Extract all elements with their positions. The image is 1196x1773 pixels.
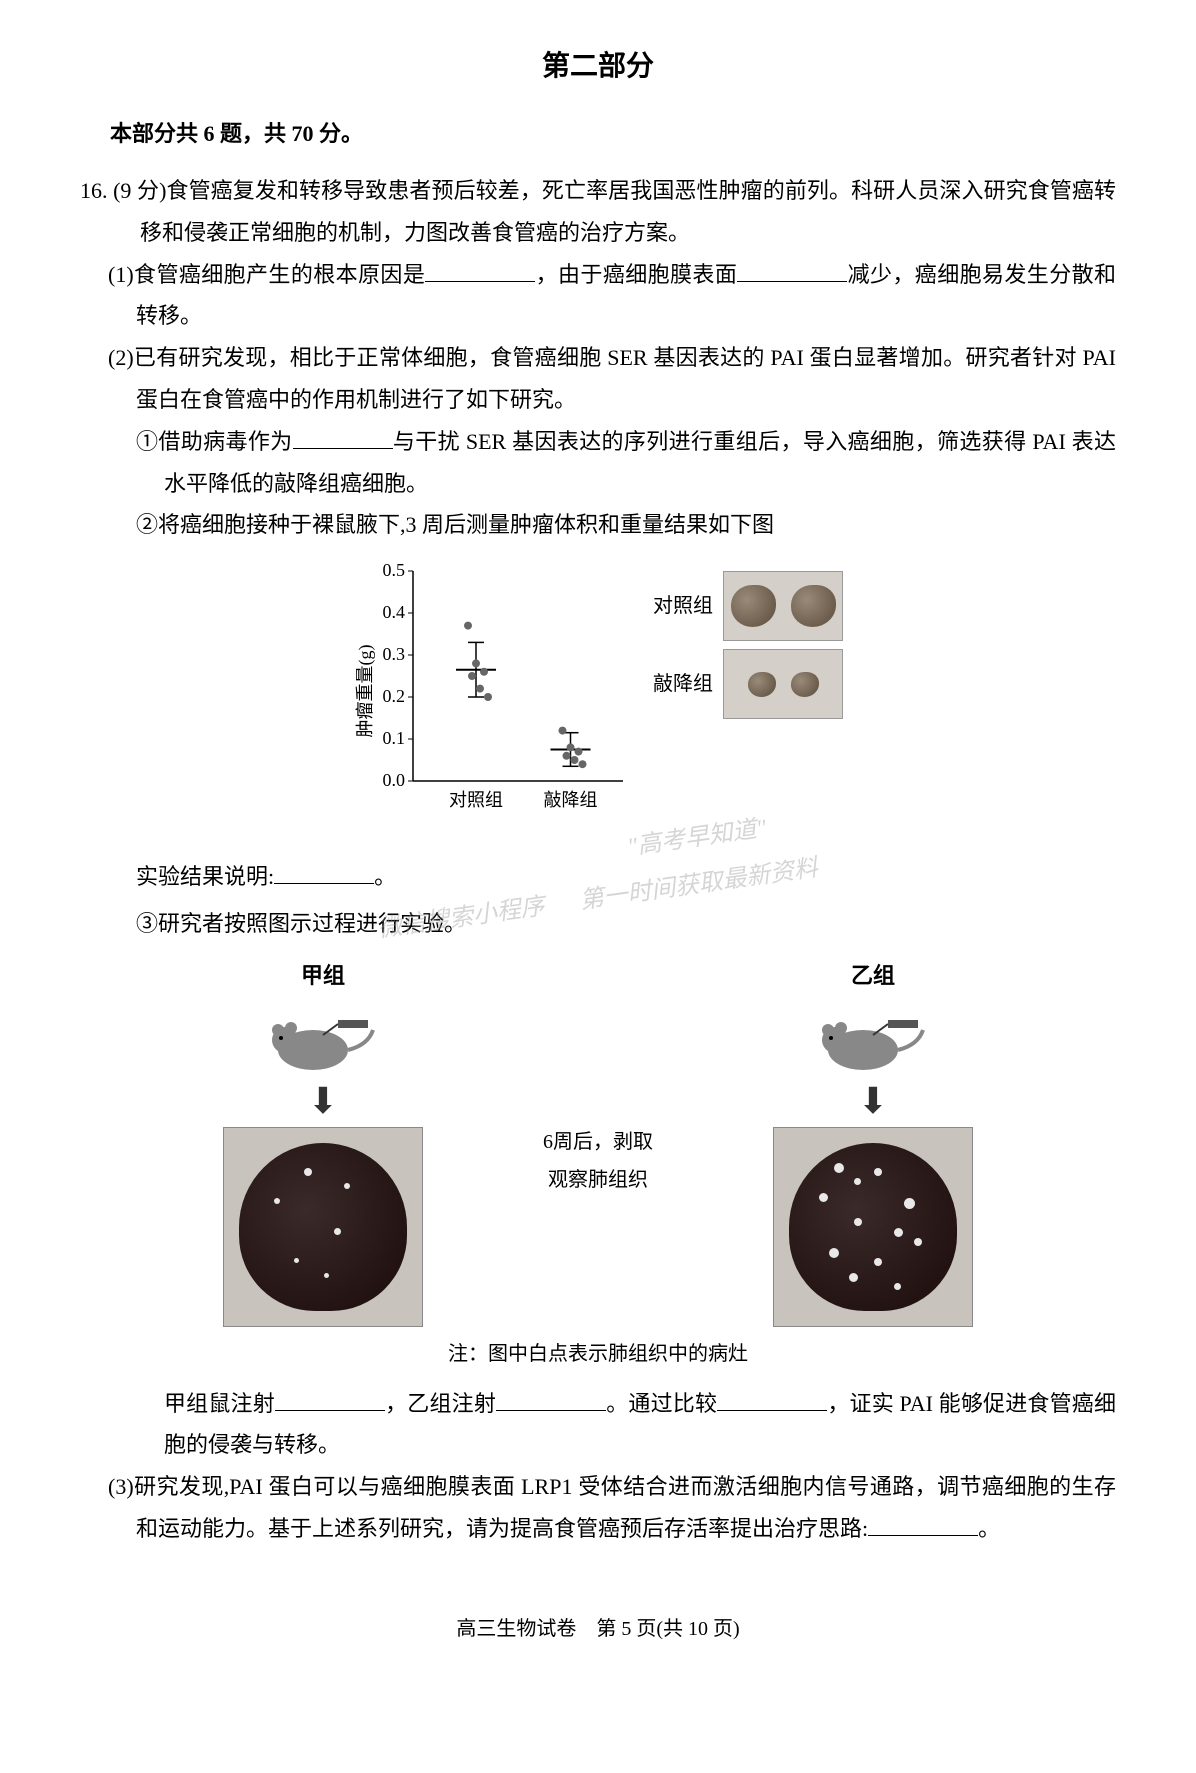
- lung-image-yi: [773, 1127, 973, 1327]
- blank: [717, 1384, 827, 1410]
- q16-header: 16. (9 分)食管癌复发和转移导致患者预后较差，死亡率居我国恶性肿瘤的前列。…: [80, 170, 1116, 254]
- fill-jia: 甲组鼠注射: [164, 1391, 275, 1416]
- group-jia: 甲组 ⬇: [223, 955, 423, 1327]
- group-yi: 乙组 ⬇: [773, 955, 973, 1327]
- arrow-icon: ⬇: [858, 1083, 888, 1119]
- fill-yi: ，乙组注射: [385, 1391, 496, 1416]
- svg-text:敲降组: 敲降组: [544, 790, 598, 810]
- svg-text:0.2: 0.2: [383, 686, 406, 706]
- middle-text: 6周后，剥取 观察肺组织: [543, 1123, 653, 1199]
- q16-p2-1a: ①借助病毒作为: [136, 429, 293, 454]
- svg-text:0.1: 0.1: [383, 728, 406, 748]
- mouse-icon-jia: [263, 1005, 383, 1075]
- fill-compare: 。通过比较: [606, 1391, 717, 1416]
- tumor-weight-chart: 0.0 0.1 0.2 0.3 0.4 0.5 肿瘤重量(g) 对照组 敲降组: [353, 561, 633, 835]
- q16-p3: (3)研究发现,PAI 蛋白可以与癌细胞膜表面 LRP1 受体结合进而激活细胞内…: [80, 1466, 1116, 1550]
- svg-text:0.3: 0.3: [383, 644, 406, 664]
- svg-text:0.4: 0.4: [383, 602, 406, 622]
- section-title: 第二部分: [80, 40, 1116, 93]
- fill-line: 甲组鼠注射，乙组注射。通过比较，证实 PAI 能够促进食管癌细胞的侵袭与转移。: [80, 1383, 1116, 1467]
- diagram-note: 注：图中白点表示肺组织中的病灶: [448, 1335, 748, 1373]
- diagram-container: 甲组 ⬇: [80, 955, 1116, 1373]
- control-tumor-image: [723, 571, 843, 641]
- q16-p2-1: ①借助病毒作为与干扰 SER 基因表达的序列进行重组后，导入癌细胞，筛选获得 P…: [80, 421, 1116, 505]
- section-info: 本部分共 6 题，共 70 分。: [80, 113, 1116, 155]
- svg-text:0.5: 0.5: [383, 561, 406, 580]
- mouse-icon-yi: [813, 1005, 933, 1075]
- q16-p2: (2)已有研究发现，相比于正常体细胞，食管癌细胞 SER 基因表达的 PAI 蛋…: [80, 337, 1116, 421]
- arrow-icon: ⬇: [308, 1083, 338, 1119]
- tumor-images: 对照组 敲降组: [653, 571, 843, 719]
- knockdown-label: 敲降组: [653, 665, 713, 703]
- mid-text-2: 观察肺组织: [543, 1161, 653, 1199]
- page-footer: 高三生物试卷 第 5 页(共 10 页): [80, 1610, 1116, 1648]
- blank: [425, 255, 535, 281]
- knockdown-tumor-image: [723, 649, 843, 719]
- lung-image-jia: [223, 1127, 423, 1327]
- yi-label: 乙组: [851, 955, 895, 997]
- control-label: 对照组: [653, 587, 713, 625]
- mid-text-1: 6周后，剥取: [543, 1123, 653, 1161]
- blank: [496, 1384, 606, 1410]
- q16-p3-end: 。: [978, 1516, 1000, 1541]
- q16-p1-a: (1)食管癌细胞产生的根本原因是: [108, 262, 425, 287]
- svg-text:对照组: 对照组: [449, 790, 503, 810]
- blank: [275, 1384, 385, 1410]
- q16-p2-2: ②将癌细胞接种于裸鼠腋下,3 周后测量肿瘤体积和重量结果如下图: [80, 504, 1116, 546]
- q16-p1: (1)食管癌细胞产生的根本原因是，由于癌细胞膜表面减少，癌细胞易发生分散和转移。: [80, 254, 1116, 338]
- blank: [868, 1510, 978, 1536]
- svg-text:0.0: 0.0: [383, 770, 406, 790]
- q16-p1-b: ，由于癌细胞膜表面: [535, 262, 737, 287]
- blank: [737, 255, 847, 281]
- question-16: 16. (9 分)食管癌复发和转移导致患者预后较差，死亡率居我国恶性肿瘤的前列。…: [80, 170, 1116, 1550]
- blank: [293, 422, 393, 448]
- svg-text:肿瘤重量(g): 肿瘤重量(g): [355, 645, 376, 738]
